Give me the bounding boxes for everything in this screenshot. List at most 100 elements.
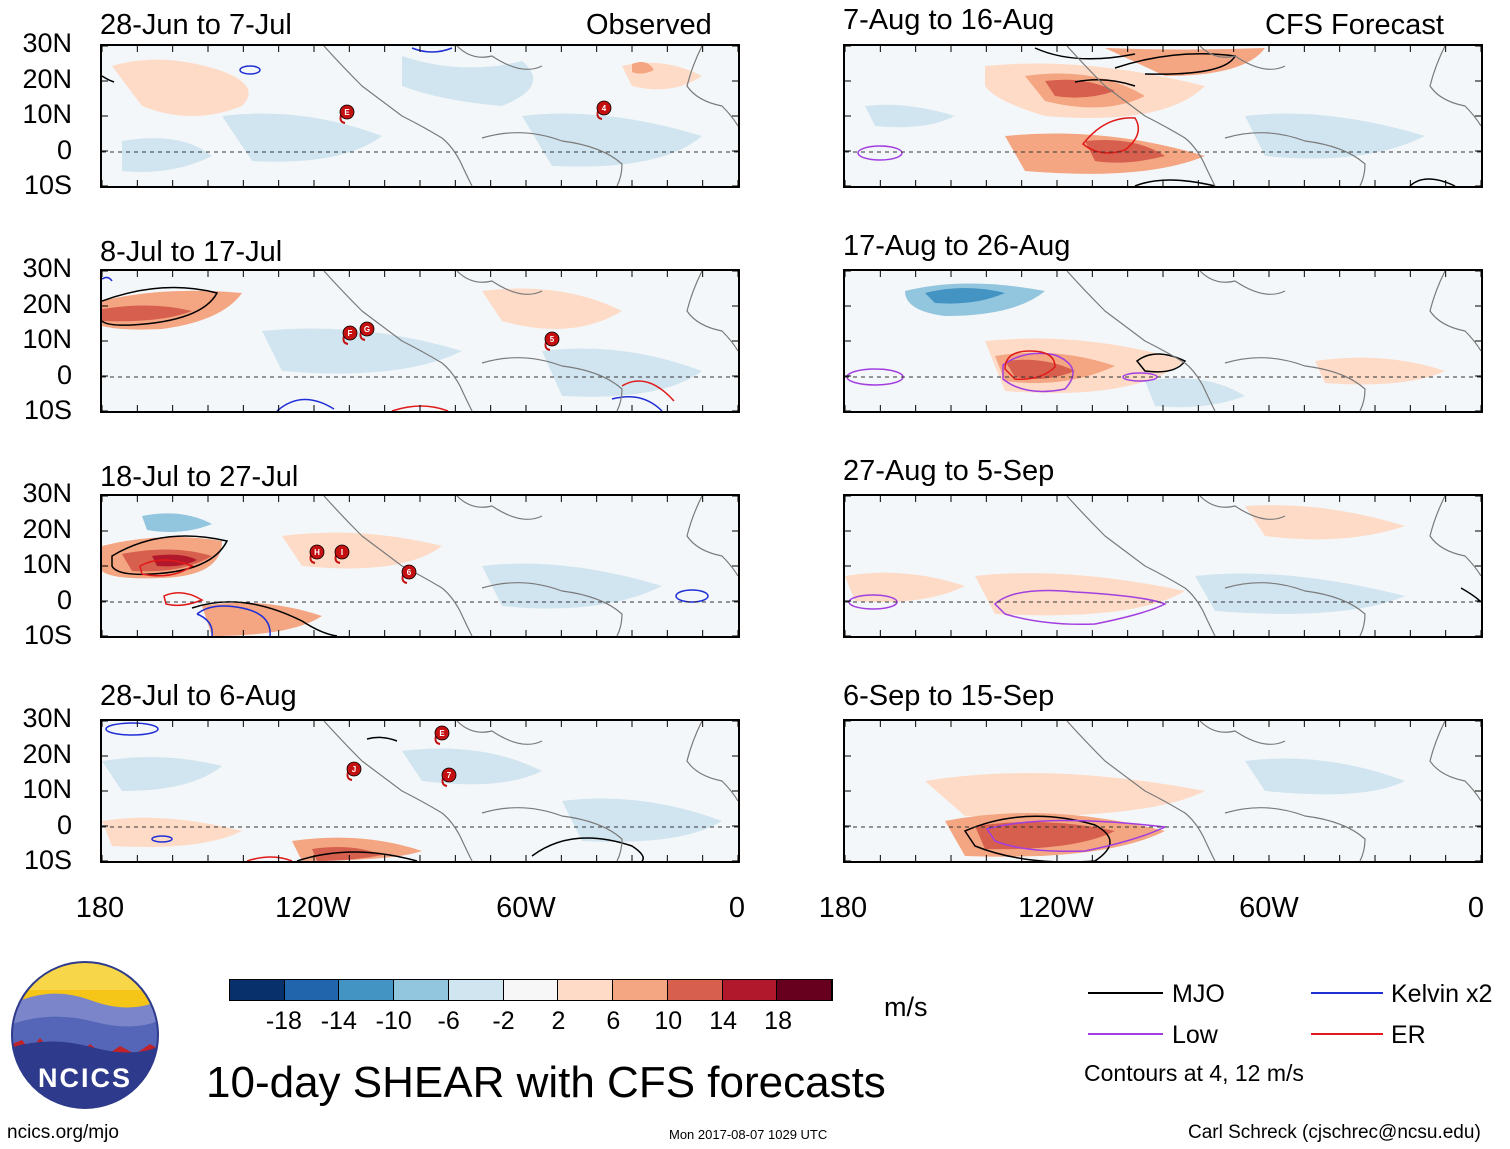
timestamp: Mon 2017-08-07 1029 UTC bbox=[669, 1127, 828, 1142]
tropical-storm-icon: 7 bbox=[441, 767, 457, 787]
colorbar-swatch bbox=[722, 980, 778, 1000]
colorbar-swatch bbox=[503, 980, 559, 1000]
lat-label: 0 bbox=[56, 584, 72, 615]
storm-label: G bbox=[364, 325, 370, 334]
legend-mjo-label: MJO bbox=[1172, 980, 1225, 1008]
storm-label: H bbox=[314, 548, 320, 557]
colorbar-swatch bbox=[339, 980, 395, 1000]
lat-label: 0 bbox=[56, 359, 72, 390]
coastline bbox=[323, 271, 738, 411]
lon-label-right-180: 180 bbox=[818, 892, 868, 924]
forecast-panel-2-title: 17-Aug to 26-Aug bbox=[843, 230, 1071, 262]
legend-contour-note: Contours at 4, 12 m/s bbox=[1084, 1060, 1304, 1086]
ncics-logo: NCICS bbox=[10, 960, 160, 1110]
colorbar-tick-label: 2 bbox=[551, 1007, 566, 1035]
lat-label: 30N bbox=[22, 28, 72, 58]
lat-label: 20N bbox=[22, 513, 72, 544]
coastline bbox=[1066, 271, 1481, 411]
storm-label: E bbox=[344, 108, 350, 117]
storm-label: 5 bbox=[550, 335, 555, 344]
colorbar-tick-label: -6 bbox=[437, 1007, 460, 1035]
colorbar-swatch bbox=[777, 980, 833, 1000]
tropical-storm-icon: E bbox=[434, 725, 450, 745]
lat-label: 10N bbox=[22, 774, 72, 804]
forecast-map-2 bbox=[843, 269, 1483, 413]
tropical-storm-icon: 5 bbox=[544, 331, 560, 351]
colorbar-tick-label: 10 bbox=[654, 1007, 683, 1035]
forecast-map-4 bbox=[843, 719, 1483, 863]
colorbar-tick-label: -14 bbox=[320, 1007, 357, 1035]
coastline bbox=[1066, 496, 1481, 636]
lat-label: 20N bbox=[22, 63, 72, 94]
observed-panel-2-title: 8-Jul to 17-Jul bbox=[100, 236, 283, 268]
legend-kelvin-line bbox=[1311, 992, 1383, 994]
coastline bbox=[1066, 721, 1481, 861]
ncics-url[interactable]: ncics.org/mjo bbox=[7, 1122, 119, 1143]
lat-label: 10S bbox=[23, 170, 72, 200]
coastline bbox=[323, 46, 738, 186]
colorbar-swatch bbox=[448, 980, 504, 1000]
lat-label: 20N bbox=[22, 288, 72, 319]
lat-label: 10S bbox=[23, 620, 72, 650]
colorbar bbox=[229, 979, 833, 1001]
forecast-panel-3-title: 27-Aug to 5-Sep bbox=[843, 455, 1055, 487]
observed-header: Observed bbox=[586, 9, 712, 41]
observed-map-2: F G 5 bbox=[100, 269, 740, 413]
lat-label: 30N bbox=[22, 478, 72, 508]
lat-label: 10S bbox=[23, 845, 72, 875]
storm-label: I bbox=[341, 548, 343, 557]
colorbar-swatch bbox=[558, 980, 614, 1000]
colorbar-swatch bbox=[284, 980, 340, 1000]
legend-mjo-line bbox=[1088, 992, 1163, 994]
lon-label-left-0: 0 bbox=[728, 892, 746, 924]
lat-label: 10S bbox=[23, 395, 72, 425]
lat-label: 30N bbox=[22, 253, 72, 283]
colorbar-tick-label: 18 bbox=[764, 1007, 792, 1035]
colorbar-unit: m/s bbox=[884, 992, 928, 1022]
colorbar-swatch bbox=[394, 980, 449, 1000]
lat-label: 0 bbox=[56, 809, 72, 840]
tropical-storm-icon: G bbox=[359, 321, 375, 341]
observed-panel-4-title: 28-Jul to 6-Aug bbox=[100, 680, 297, 712]
coastline bbox=[323, 721, 738, 861]
legend-low-line bbox=[1088, 1033, 1163, 1035]
lat-label: 10N bbox=[22, 99, 72, 129]
legend-er-line bbox=[1311, 1033, 1383, 1035]
forecast-header: CFS Forecast bbox=[1265, 9, 1444, 41]
tropical-storm-icon: I bbox=[334, 544, 350, 564]
tropical-storm-icon: F bbox=[342, 325, 358, 345]
author-credit: Carl Schreck (cjschrec@ncsu.edu) bbox=[1188, 1122, 1481, 1143]
forecast-panel-4-title: 6-Sep to 15-Sep bbox=[843, 680, 1055, 712]
observed-panel-3-title: 18-Jul to 27-Jul bbox=[100, 461, 299, 493]
colorbar-tick-label: 14 bbox=[709, 1007, 738, 1035]
colorbar-tick-label: 6 bbox=[606, 1007, 621, 1035]
lon-label-left-180: 180 bbox=[75, 892, 125, 924]
tropical-storm-icon: E bbox=[339, 104, 355, 124]
lat-label: 20N bbox=[22, 738, 72, 769]
colorbar-swatch bbox=[230, 980, 285, 1000]
lon-label-right-120w: 120W bbox=[1018, 892, 1094, 924]
coastline bbox=[1066, 46, 1481, 186]
tropical-storm-icon: J bbox=[346, 761, 362, 781]
storm-label: 4 bbox=[602, 104, 607, 113]
tropical-storm-icon: 6 bbox=[401, 564, 417, 584]
observed-panel-1-title: 28-Jun to 7-Jul bbox=[100, 9, 292, 41]
legend-low-label: Low bbox=[1172, 1021, 1218, 1049]
lon-label-right-60w: 60W bbox=[1239, 892, 1299, 924]
forecast-panel-1-title: 7-Aug to 16-Aug bbox=[843, 4, 1055, 36]
lon-label-left-120w: 120W bbox=[275, 892, 351, 924]
storm-label: 7 bbox=[447, 771, 452, 780]
lon-label-right-0: 0 bbox=[1467, 892, 1485, 924]
colorbar-tick-label: -2 bbox=[492, 1007, 515, 1035]
lon-label-left-60w: 60W bbox=[496, 892, 556, 924]
legend-er-label: ER bbox=[1391, 1021, 1426, 1049]
colorbar-tick-label: -18 bbox=[265, 1007, 302, 1035]
storm-label: J bbox=[352, 765, 356, 774]
legend-kelvin-label: Kelvin x2 bbox=[1391, 980, 1493, 1008]
observed-map-4: E J 7 bbox=[100, 719, 740, 863]
lat-label: 0 bbox=[56, 134, 72, 165]
lat-label: 10N bbox=[22, 324, 72, 354]
forecast-map-1 bbox=[843, 44, 1483, 188]
storm-label: E bbox=[439, 729, 445, 738]
